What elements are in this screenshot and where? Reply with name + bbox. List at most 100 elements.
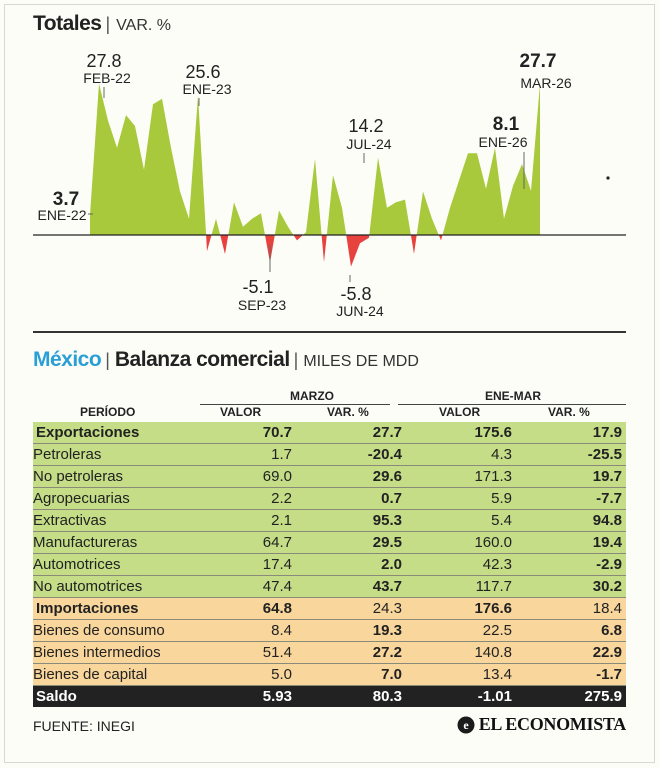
cell-marzo-valor: 8.4 [191, 619, 296, 642]
cell-enemar-valor: -1.01 [406, 685, 516, 707]
cell-marzo-var: 27.7 [296, 422, 406, 444]
annotation-label: SEP-23 [238, 297, 286, 313]
table-row: Bienes de capital 5.0 7.0 13.4 -1.7 [33, 663, 626, 686]
cell-enemar-var: 19.4 [516, 531, 626, 554]
cell-enemar-var: 275.9 [516, 685, 626, 707]
annotation-value: -5.1 [242, 277, 273, 297]
cell-marzo-var: 27.2 [296, 641, 406, 664]
cell-enemar-valor: 5.4 [406, 509, 516, 532]
cell-enemar-var: -7.7 [516, 487, 626, 510]
table-row: Bienes intermedios 51.4 27.2 140.8 22.9 [33, 641, 626, 664]
row-label: Bienes de capital [33, 663, 191, 686]
cell-marzo-valor: 47.4 [191, 575, 296, 598]
row-label: Bienes intermedios [33, 641, 191, 664]
cell-enemar-valor: 117.7 [406, 575, 516, 598]
cell-marzo-valor: 51.4 [191, 641, 296, 664]
cell-marzo-valor: 5.93 [191, 685, 296, 707]
chart-title-separator: | [105, 14, 111, 34]
row-label: Bienes de consumo [33, 619, 191, 642]
cell-marzo-var: 29.6 [296, 465, 406, 488]
cell-enemar-valor: 22.5 [406, 619, 516, 642]
col-header-marzo-var: VAR. % [327, 405, 369, 419]
cell-enemar-valor: 13.4 [406, 663, 516, 686]
cell-enemar-var: 94.8 [516, 509, 626, 532]
chart-title: Totales [33, 12, 102, 35]
annotation-label: JUN-24 [336, 303, 384, 319]
annotation-label: ENE-22 [37, 207, 86, 223]
row-label: Manufactureras [33, 531, 191, 554]
svg-text:e: e [463, 718, 469, 732]
cell-marzo-valor: 2.2 [191, 487, 296, 510]
table-row: Exportaciones 70.7 27.7 175.6 17.9 [33, 422, 626, 444]
table-separator-2: | [293, 350, 299, 370]
annotation-value: 25.6 [185, 62, 220, 82]
chart-header: Totales | VAR. % [33, 12, 171, 36]
annotation-value: 8.1 [493, 114, 520, 135]
graphic-frame [4, 4, 655, 763]
cell-marzo-valor: 69.0 [191, 465, 296, 488]
annotation-label: ENE-23 [182, 81, 231, 97]
row-label: Automotrices [33, 553, 191, 576]
table-row: No petroleras 69.0 29.6 171.3 19.7 [33, 465, 626, 488]
row-label: Petroleras [33, 443, 191, 466]
table-header: México | Balanza comercial | MILES DE MDD [33, 348, 419, 372]
cell-enemar-valor: 171.3 [406, 465, 516, 488]
group-header-ene-mar: ENE-MAR [485, 389, 541, 403]
table-separator-1: | [105, 350, 110, 370]
source-note: FUENTE: INEGI [33, 718, 135, 734]
cell-marzo-valor: 70.7 [191, 422, 296, 444]
cell-marzo-valor: 17.4 [191, 553, 296, 576]
brand: e EL ECONOMISTA [457, 714, 626, 735]
cell-marzo-var: -20.4 [296, 443, 406, 466]
cell-marzo-valor: 64.7 [191, 531, 296, 554]
section-divider [33, 331, 626, 333]
group-rule-ene-mar [398, 404, 626, 405]
group-header-marzo: MARZO [290, 389, 334, 403]
cell-enemar-var: 18.4 [516, 597, 626, 620]
cell-enemar-valor: 176.6 [406, 597, 516, 620]
annotation-value: -5.8 [340, 284, 371, 304]
table-row: Bienes de consumo 8.4 19.3 22.5 6.8 [33, 619, 626, 642]
cell-marzo-valor: 64.8 [191, 597, 296, 620]
cell-enemar-var: -1.7 [516, 663, 626, 686]
annotation-label: MAR-26 [520, 75, 572, 91]
row-label: Agropecuarias [33, 487, 191, 510]
cell-enemar-var: -2.9 [516, 553, 626, 576]
annotation-value: 27.7 [520, 51, 557, 72]
cell-enemar-valor: 140.8 [406, 641, 516, 664]
cell-marzo-var: 43.7 [296, 575, 406, 598]
cell-marzo-valor: 1.7 [191, 443, 296, 466]
annotation-value: 3.7 [53, 189, 79, 210]
table-row: Automotrices 17.4 2.0 42.3 -2.9 [33, 553, 626, 576]
brand-logo-icon: e [457, 716, 475, 733]
table-country: México [33, 348, 102, 371]
annotation-value: 27.8 [86, 51, 121, 71]
table-title: Balanza comercial [114, 348, 290, 371]
cell-enemar-valor: 160.0 [406, 531, 516, 554]
group-rule-marzo [200, 404, 390, 405]
cell-enemar-valor: 175.6 [406, 422, 516, 444]
row-label: Extractivas [33, 509, 191, 532]
row-label: Exportaciones [33, 422, 191, 444]
col-header-enemar-valor: VALOR [439, 405, 481, 419]
table-unit: MILES DE MDD [303, 353, 419, 370]
col-header-periodo: PERÍODO [80, 405, 136, 419]
cell-enemar-var: -25.5 [516, 443, 626, 466]
annotation-value: 14.2 [348, 116, 383, 136]
col-header-enemar-var: VAR. % [548, 405, 590, 419]
positive-area [90, 83, 540, 235]
table-row: Importaciones 64.8 24.3 176.6 18.4 [33, 597, 626, 620]
table-row: Agropecuarias 2.2 0.7 5.9 -7.7 [33, 487, 626, 510]
cell-enemar-var: 19.7 [516, 465, 626, 488]
cell-marzo-var: 95.3 [296, 509, 406, 532]
table-row: Petroleras 1.7 -20.4 4.3 -25.5 [33, 443, 626, 466]
chart-unit: VAR. % [116, 17, 171, 34]
cell-marzo-var: 2.0 [296, 553, 406, 576]
cell-marzo-valor: 2.1 [191, 509, 296, 532]
cell-enemar-var: 6.8 [516, 619, 626, 642]
cell-enemar-valor: 4.3 [406, 443, 516, 466]
table-row: No automotrices 47.4 43.7 117.7 30.2 [33, 575, 626, 598]
cell-enemar-var: 17.9 [516, 422, 626, 444]
cell-marzo-var: 29.5 [296, 531, 406, 554]
